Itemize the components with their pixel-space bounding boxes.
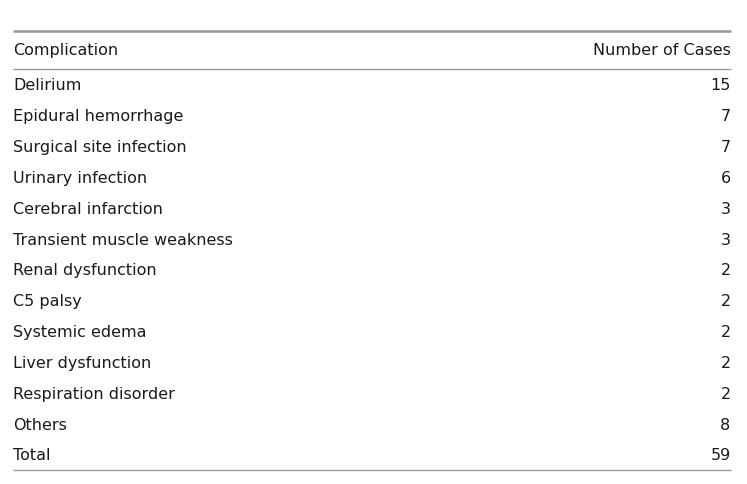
Text: Liver dysfunction: Liver dysfunction: [13, 355, 152, 370]
Text: 6: 6: [720, 170, 731, 185]
Text: Complication: Complication: [13, 44, 119, 58]
Text: Number of Cases: Number of Cases: [592, 44, 731, 58]
Text: 3: 3: [721, 232, 731, 247]
Text: 2: 2: [720, 263, 731, 278]
Text: 15: 15: [710, 78, 731, 93]
Text: Transient muscle weakness: Transient muscle weakness: [13, 232, 233, 247]
Text: 2: 2: [720, 324, 731, 339]
Text: Delirium: Delirium: [13, 78, 82, 93]
Text: Others: Others: [13, 417, 67, 432]
Text: 3: 3: [721, 201, 731, 216]
Text: Surgical site infection: Surgical site infection: [13, 140, 187, 155]
Text: Epidural hemorrhage: Epidural hemorrhage: [13, 109, 184, 124]
Text: 8: 8: [720, 417, 731, 432]
Text: Renal dysfunction: Renal dysfunction: [13, 263, 157, 278]
Text: 2: 2: [720, 386, 731, 401]
Text: C5 palsy: C5 palsy: [13, 294, 82, 309]
Text: 59: 59: [710, 448, 731, 463]
Text: Respiration disorder: Respiration disorder: [13, 386, 176, 401]
Text: Systemic edema: Systemic edema: [13, 324, 147, 339]
Text: Cerebral infarction: Cerebral infarction: [13, 201, 164, 216]
Text: Total: Total: [13, 448, 51, 463]
Text: 2: 2: [720, 294, 731, 309]
Text: 7: 7: [720, 109, 731, 124]
Text: 7: 7: [720, 140, 731, 155]
Text: Urinary infection: Urinary infection: [13, 170, 148, 185]
Text: 2: 2: [720, 355, 731, 370]
